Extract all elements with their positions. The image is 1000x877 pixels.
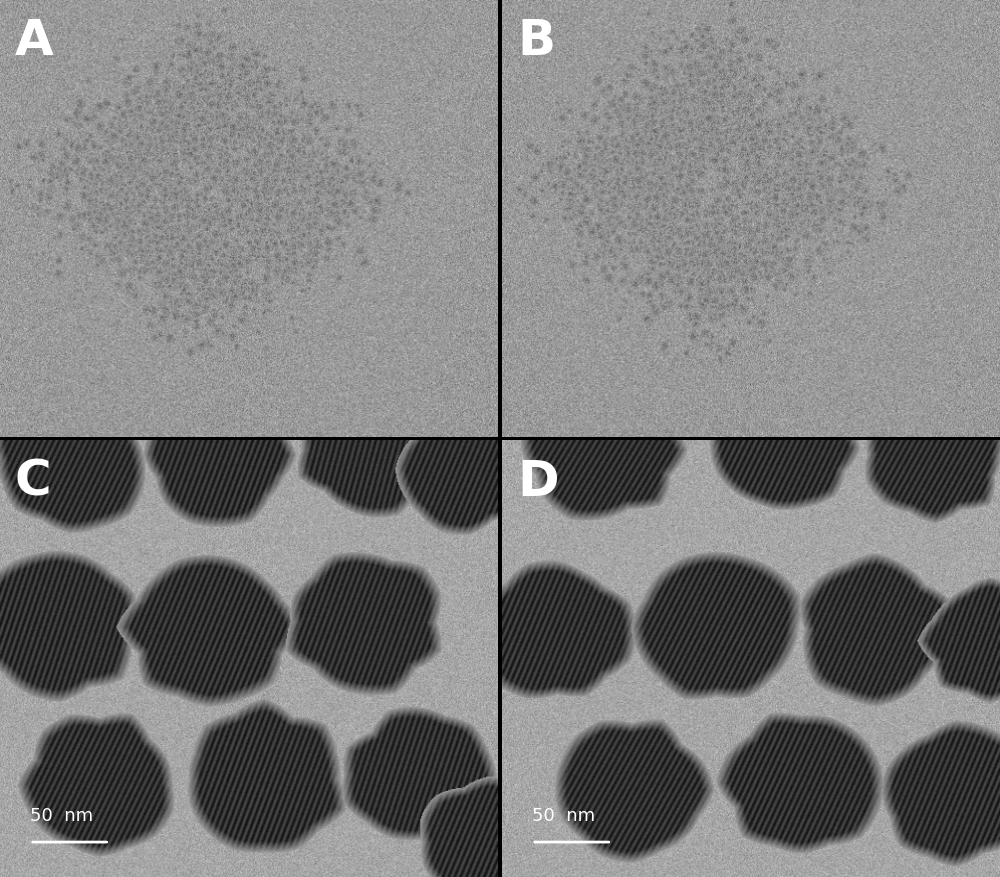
Text: 50  nm: 50 nm [532, 807, 595, 824]
Text: 50  nm: 50 nm [30, 807, 93, 824]
Text: B: B [517, 18, 555, 66]
Text: A: A [15, 18, 54, 66]
Text: C: C [15, 458, 52, 506]
Text: D: D [517, 458, 559, 506]
